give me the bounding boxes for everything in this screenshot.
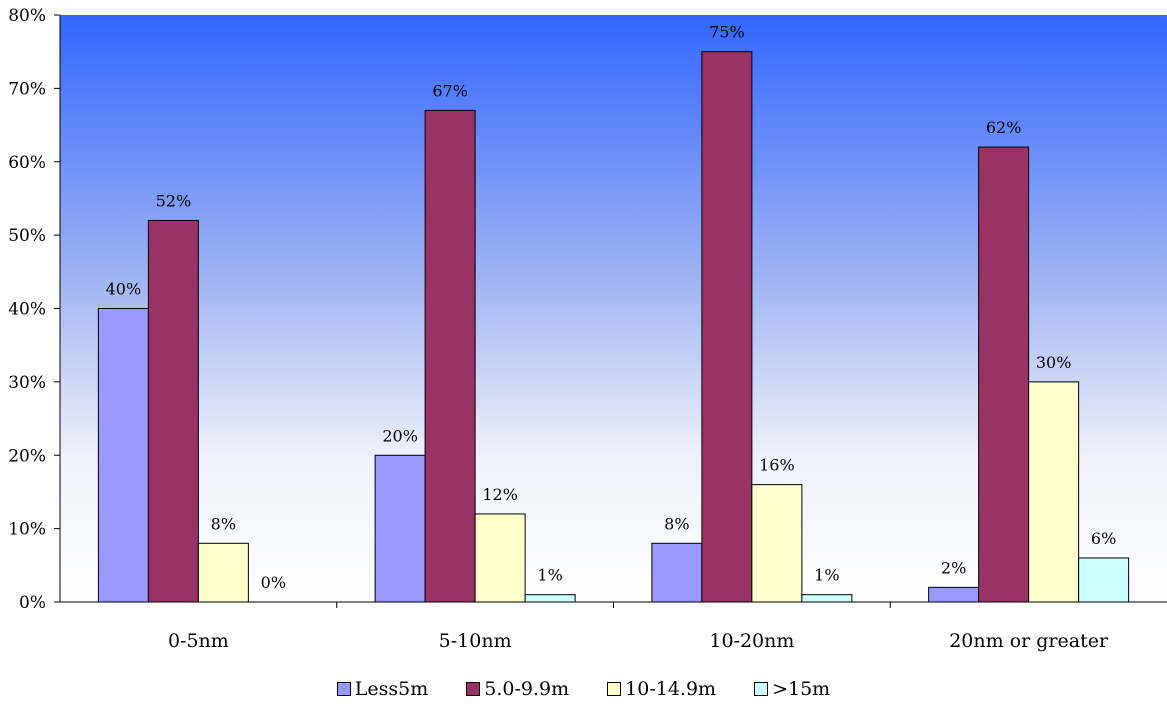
data-label: 16% bbox=[759, 456, 795, 475]
data-label: 8% bbox=[664, 514, 689, 533]
legend-label-10-14m: 10-14.9m bbox=[625, 678, 717, 700]
data-label: 8% bbox=[211, 514, 236, 533]
bar bbox=[474, 513, 526, 603]
bar bbox=[147, 219, 199, 603]
data-label: 67% bbox=[432, 81, 468, 100]
legend-label-15m: >15m bbox=[772, 678, 831, 700]
data-label: 62% bbox=[986, 118, 1022, 137]
bar bbox=[524, 594, 576, 603]
data-label: 0% bbox=[261, 573, 286, 592]
y-tick-label: 40% bbox=[8, 300, 46, 320]
y-tick-label: 10% bbox=[8, 520, 46, 540]
bar bbox=[801, 594, 853, 603]
y-tick-label: 30% bbox=[8, 373, 46, 393]
bar bbox=[701, 51, 753, 603]
data-label: 12% bbox=[482, 485, 518, 504]
x-category-label: 5-10nm bbox=[439, 630, 512, 652]
data-label: 1% bbox=[814, 566, 839, 585]
x-category-label: 0-5nm bbox=[168, 630, 229, 652]
bar bbox=[651, 542, 703, 603]
legend-swatch-5-9m bbox=[466, 682, 481, 696]
y-tick-label: 70% bbox=[8, 79, 46, 99]
legend-label-5-9m: 5.0-9.9m bbox=[484, 678, 570, 700]
y-tick-label: 60% bbox=[8, 153, 46, 173]
y-tick-label: 0% bbox=[19, 593, 46, 613]
data-label: 2% bbox=[941, 558, 966, 577]
legend-swatch-10-14m bbox=[607, 682, 622, 696]
bar bbox=[978, 146, 1030, 603]
legend-swatch-15m bbox=[754, 682, 769, 696]
legend-item-10-14m: 10-14.9m bbox=[607, 678, 716, 700]
legend: Less5m 5.0-9.9m 10-14.9m >15m bbox=[0, 678, 1167, 700]
data-label: 1% bbox=[537, 566, 562, 585]
legend-item-15m: >15m bbox=[754, 678, 830, 700]
x-category-label: 10-20nm bbox=[709, 630, 794, 652]
bar bbox=[1028, 381, 1080, 603]
data-label: 75% bbox=[709, 23, 745, 42]
bar bbox=[197, 542, 249, 603]
data-label: 52% bbox=[156, 191, 192, 210]
data-label: 20% bbox=[382, 426, 418, 445]
legend-item-less5m: Less5m bbox=[336, 678, 429, 700]
bar bbox=[751, 484, 803, 603]
bar bbox=[97, 308, 149, 603]
bar bbox=[1078, 557, 1130, 603]
x-category-label: 20nm or greater bbox=[949, 630, 1109, 652]
data-label: 6% bbox=[1091, 529, 1116, 548]
bar bbox=[928, 586, 980, 603]
data-label: 30% bbox=[1036, 353, 1072, 372]
y-tick-label: 50% bbox=[8, 226, 46, 246]
legend-label-less5m: Less5m bbox=[354, 678, 429, 700]
legend-swatch-less5m bbox=[336, 682, 351, 696]
data-label: 40% bbox=[106, 280, 142, 299]
y-tick-label: 80% bbox=[8, 6, 46, 26]
bar-chart: 0% 10% 20% 30% 40% 50% 60% 70% 80% 40% 20% 8% 2% 52%… bbox=[8, 6, 1167, 652]
bar bbox=[424, 109, 476, 603]
y-tick-label: 20% bbox=[8, 446, 46, 466]
bar bbox=[374, 454, 426, 603]
legend-item-5-9m: 5.0-9.9m bbox=[466, 678, 569, 700]
